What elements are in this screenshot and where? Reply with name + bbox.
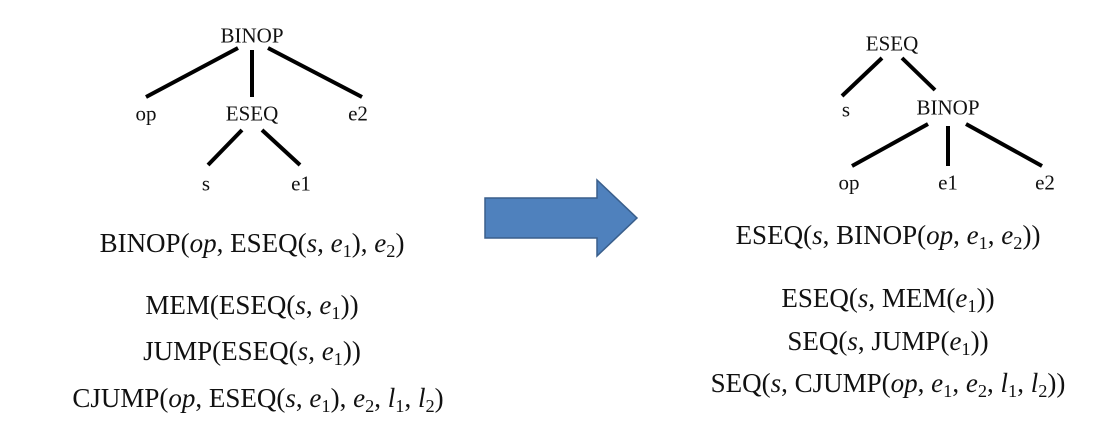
formula-left-3: CJUMP(op, ESEQ(s, e1), e2, l1, l2) bbox=[72, 383, 444, 417]
node-op: op bbox=[135, 101, 157, 126]
node-s: s bbox=[201, 171, 211, 196]
right-arrow-icon bbox=[484, 178, 639, 258]
edge-binop-e2 bbox=[267, 46, 363, 99]
edge-binop-op bbox=[145, 46, 239, 99]
formula-right-0: ESEQ(s, BINOP(op, e1, e2)) bbox=[735, 220, 1041, 254]
edge-eseq-binop-right bbox=[900, 56, 937, 92]
edge-binop-op-right bbox=[851, 122, 929, 168]
node-e1-right: e1 bbox=[938, 170, 958, 195]
edge-eseq-s bbox=[206, 128, 244, 167]
node-e2: e2 bbox=[348, 101, 368, 126]
formula-right-1: ESEQ(s, MEM(e1)) bbox=[781, 283, 995, 317]
node-op-right: op bbox=[838, 170, 860, 195]
edge-eseq-e1 bbox=[260, 128, 302, 167]
node-binop: BINOP bbox=[220, 23, 284, 48]
node-s-right: s bbox=[841, 97, 851, 122]
formula-left-2: JUMP(ESEQ(s, e1)) bbox=[143, 336, 361, 370]
node-eseq: ESEQ bbox=[225, 101, 279, 126]
formula-right-2: SEQ(s, JUMP(e1)) bbox=[787, 326, 989, 360]
formula-right-3: SEQ(s, CJUMP(op, e1, e2, l1, l2)) bbox=[710, 368, 1066, 402]
node-binop-right: BINOP bbox=[916, 95, 980, 120]
node-eseq-right: ESEQ bbox=[865, 31, 919, 56]
edge-binop-e2-right bbox=[965, 122, 1043, 168]
node-e1: e1 bbox=[291, 171, 311, 196]
formula-left-1: MEM(ESEQ(s, e1)) bbox=[145, 290, 359, 324]
node-e2-right: e2 bbox=[1035, 170, 1055, 195]
formula-left-0: BINOP(op, ESEQ(s, e1), e2) bbox=[99, 228, 405, 262]
edge-eseq-s-right bbox=[840, 56, 884, 98]
